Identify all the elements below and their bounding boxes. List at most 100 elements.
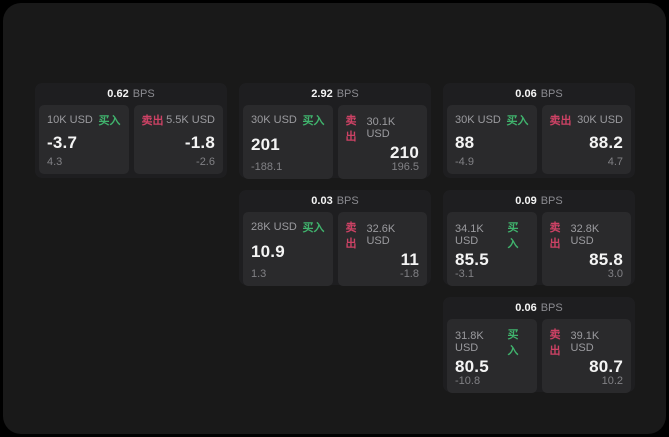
bps-value: 0.06: [515, 88, 537, 100]
sell-panel-top: 卖出 30K USD: [550, 112, 624, 128]
bps-unit-label: BPS: [132, 88, 155, 100]
sell-side-label: 卖出: [549, 329, 561, 357]
buy-change: 1.3: [251, 268, 267, 280]
buy-change: -3.1: [455, 268, 474, 280]
buy-panel[interactable]: 30K USD 买入 88 -4.9: [447, 105, 537, 174]
sell-panel[interactable]: 卖出 30.1K USD 210 196.5: [337, 105, 427, 179]
buy-price: 80.5: [455, 357, 489, 376]
sell-side-label: 卖出: [345, 222, 357, 250]
buy-price: 88: [455, 132, 475, 152]
bps-unit-label: BPS: [336, 195, 359, 207]
sell-notional: 39.1K USD: [570, 330, 600, 354]
buy-side-label: 买入: [98, 115, 121, 127]
sell-notional: 5.5K USD: [166, 114, 215, 126]
sell-price: -1.8: [184, 132, 215, 152]
sell-side-label: 卖出: [345, 115, 357, 143]
buy-notional: 10K USD: [47, 114, 93, 126]
sell-panel[interactable]: 卖出 30K USD 88.2 4.7: [541, 105, 631, 174]
buy-panel[interactable]: 30K USD 买入 201 -188.1: [243, 105, 333, 179]
sell-notional: 32.6K USD: [366, 223, 396, 247]
sell-side-label: 卖出: [549, 222, 561, 250]
buy-sell-panels: 10K USD 买入 -3.7 4.3 卖出 5.5K USD -1.8 -2.…: [35, 105, 227, 178]
buy-side-label: 买入: [506, 115, 529, 127]
buy-price: 201: [251, 135, 280, 154]
sell-notional: 30.1K USD: [366, 116, 396, 140]
bps-unit-label: BPS: [540, 195, 563, 207]
sell-change: -1.8: [400, 268, 419, 280]
buy-notional: 30K USD: [251, 114, 297, 126]
buy-notional: 31.8K USD: [455, 330, 484, 354]
buy-notional: 34.1K USD: [455, 223, 484, 247]
sell-change: -2.6: [196, 156, 215, 168]
bps-value: 0.62: [107, 88, 129, 100]
sell-price: 85.8: [589, 250, 623, 269]
quote-card: 0.09 BPS 34.1K USD 买入 85.5 -3.1 卖出 32.8K…: [443, 190, 635, 286]
buy-panel[interactable]: 10K USD 买入 -3.7 4.3: [39, 105, 129, 174]
sell-price: 210: [390, 143, 419, 162]
sell-panel-top: 卖出 32.8K USD: [550, 219, 624, 251]
sell-change: 4.7: [607, 156, 623, 168]
buy-change: -10.8: [455, 375, 481, 387]
quote-card: 2.92 BPS 30K USD 买入 201 -188.1 卖出 30.1K …: [239, 83, 431, 179]
buy-sell-panels: 28K USD 买入 10.9 1.3 卖出 32.6K USD 11 -1.8: [239, 212, 431, 290]
buy-panel-top: 30K USD 买入: [455, 112, 529, 128]
buy-side-label: 买入: [302, 222, 325, 234]
buy-change: -4.9: [455, 156, 474, 168]
bps-value: 0.03: [311, 195, 333, 207]
buy-panel[interactable]: 31.8K USD 买入 80.5 -10.8: [447, 319, 537, 393]
buy-panel-top: 10K USD 买入: [47, 112, 121, 128]
sell-panel[interactable]: 卖出 39.1K USD 80.7 10.2: [541, 319, 631, 393]
sell-notional: 32.8K USD: [570, 223, 600, 247]
app-screen: 0.62 BPS 10K USD 买入 -3.7 4.3 卖出 5.5K USD: [3, 3, 666, 434]
buy-price: 10.9: [251, 242, 285, 261]
buy-panel-top: 28K USD 买入: [251, 219, 325, 235]
sell-panel[interactable]: 卖出 32.8K USD 85.8 3.0: [541, 212, 631, 286]
buy-sell-panels: 34.1K USD 买入 85.5 -3.1 卖出 32.8K USD 85.8…: [443, 212, 635, 290]
sell-price: 11: [400, 250, 419, 269]
bps-value: 2.92: [311, 88, 333, 100]
bps-unit-label: BPS: [540, 302, 563, 314]
quote-card: 0.03 BPS 28K USD 买入 10.9 1.3 卖出 32.6K US…: [239, 190, 431, 286]
sell-change: 196.5: [391, 161, 419, 173]
buy-panel[interactable]: 34.1K USD 买入 85.5 -3.1: [447, 212, 537, 286]
bps-unit-label: BPS: [540, 88, 563, 100]
buy-notional: 30K USD: [455, 114, 501, 126]
buy-sell-panels: 30K USD 买入 201 -188.1 卖出 30.1K USD 210 1…: [239, 105, 431, 183]
buy-change: 4.3: [47, 156, 63, 168]
card-header: 0.09 BPS: [443, 190, 635, 212]
buy-sell-panels: 31.8K USD 买入 80.5 -10.8 卖出 39.1K USD 80.…: [443, 319, 635, 397]
sell-panel-top: 卖出 39.1K USD: [550, 326, 624, 358]
sell-change: 3.0: [607, 268, 623, 280]
buy-side-label: 买入: [507, 329, 519, 357]
sell-side-label: 卖出: [549, 115, 572, 127]
sell-side-label: 卖出: [141, 115, 164, 127]
buy-panel[interactable]: 28K USD 买入 10.9 1.3: [243, 212, 333, 286]
buy-side-label: 买入: [302, 115, 325, 127]
buy-panel-top: 34.1K USD 买入: [455, 219, 529, 251]
card-header: 0.06 BPS: [443, 297, 635, 319]
bps-unit-label: BPS: [336, 88, 359, 100]
sell-change: 10.2: [601, 375, 623, 387]
buy-price: -3.7: [47, 132, 78, 152]
sell-panel-top: 卖出 30.1K USD: [346, 112, 420, 144]
sell-price: 80.7: [589, 357, 623, 376]
bps-value: 0.09: [515, 195, 537, 207]
sell-panel[interactable]: 卖出 5.5K USD -1.8 -2.6: [133, 105, 223, 174]
buy-panel-top: 30K USD 买入: [251, 112, 325, 128]
sell-panel-top: 卖出 5.5K USD: [142, 112, 216, 128]
buy-panel-top: 31.8K USD 买入: [455, 326, 529, 358]
card-header: 0.06 BPS: [443, 83, 635, 105]
buy-change: -188.1: [251, 161, 283, 173]
card-header: 0.03 BPS: [239, 190, 431, 212]
card-header: 2.92 BPS: [239, 83, 431, 105]
buy-sell-panels: 30K USD 买入 88 -4.9 卖出 30K USD 88.2 4.7: [443, 105, 635, 178]
bps-value: 0.06: [515, 302, 537, 314]
card-header: 0.62 BPS: [35, 83, 227, 105]
buy-side-label: 买入: [507, 222, 519, 250]
sell-notional: 30K USD: [577, 114, 623, 126]
sell-panel[interactable]: 卖出 32.6K USD 11 -1.8: [337, 212, 427, 286]
quote-cards-grid: 0.62 BPS 10K USD 买入 -3.7 4.3 卖出 5.5K USD: [35, 83, 635, 393]
quote-card: 0.06 BPS 31.8K USD 买入 80.5 -10.8 卖出 39.1…: [443, 297, 635, 393]
quote-card: 0.62 BPS 10K USD 买入 -3.7 4.3 卖出 5.5K USD: [35, 83, 227, 178]
buy-price: 85.5: [455, 250, 489, 269]
